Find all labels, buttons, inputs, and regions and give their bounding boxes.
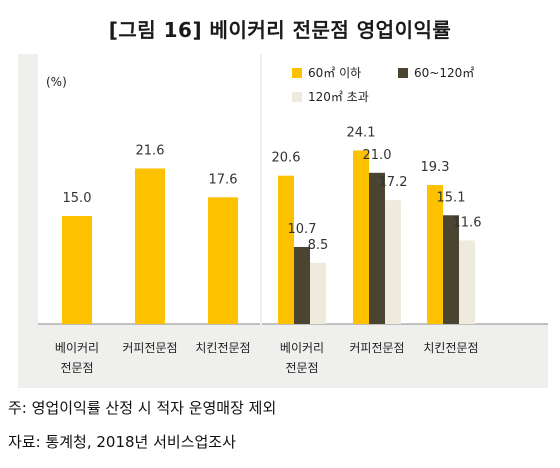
legend-label: 60~120㎡ — [414, 66, 474, 80]
legend-swatch — [292, 68, 302, 78]
footnote: 주: 영업이익률 산정 시 적자 운영매장 제외 — [8, 399, 277, 417]
bar-series-2 — [294, 246, 310, 324]
x-tick-label: 치킨전문점 — [195, 341, 250, 355]
bar-series-1 — [427, 185, 443, 324]
bar-overall — [135, 168, 165, 324]
x-tick-label: 전문점 — [285, 361, 318, 375]
bar-overall — [208, 197, 238, 324]
unit-label: (%) — [46, 75, 67, 89]
x-tick-label: 치킨전문점 — [423, 341, 478, 355]
bar-series-3 — [310, 262, 326, 324]
data-label: 15.1 — [437, 190, 466, 205]
legend-label: 60㎡ 이하 — [308, 66, 361, 80]
data-label: 21.0 — [363, 148, 392, 163]
data-label: 17.6 — [209, 172, 238, 187]
data-label: 8.5 — [308, 238, 329, 253]
x-tick-label: 커피전문점 — [122, 341, 177, 355]
data-label: 10.7 — [288, 222, 317, 237]
legend-swatch — [398, 68, 408, 78]
source-note: 자료: 통계청, 2018년 서비스업조사 — [8, 433, 236, 451]
data-label: 19.3 — [421, 160, 450, 175]
x-tick-label: 전문점 — [60, 361, 93, 375]
chart-title: [그림 16] 베이커리 전문점 영업이익률 — [108, 18, 452, 42]
data-label: 20.6 — [272, 151, 301, 166]
bar-series-2 — [369, 172, 385, 324]
data-label: 11.6 — [453, 215, 482, 230]
legend-swatch — [292, 92, 302, 102]
bar-series-3 — [385, 200, 401, 324]
x-tick-label: 베이커리 — [55, 341, 99, 355]
bar-series-1 — [278, 175, 294, 324]
bar-series-2 — [443, 215, 459, 324]
x-tick-label: 커피전문점 — [349, 341, 404, 355]
x-tick-label: 베이커리 — [280, 341, 324, 355]
data-label: 15.0 — [63, 191, 92, 206]
data-label: 21.6 — [136, 143, 165, 158]
bar-series-1 — [353, 150, 369, 324]
bar-series-3 — [459, 240, 475, 324]
bar-overall — [62, 216, 92, 324]
data-label: 24.1 — [347, 125, 376, 140]
data-label: 17.2 — [379, 175, 408, 190]
legend-label: 120㎡ 초과 — [308, 90, 369, 104]
